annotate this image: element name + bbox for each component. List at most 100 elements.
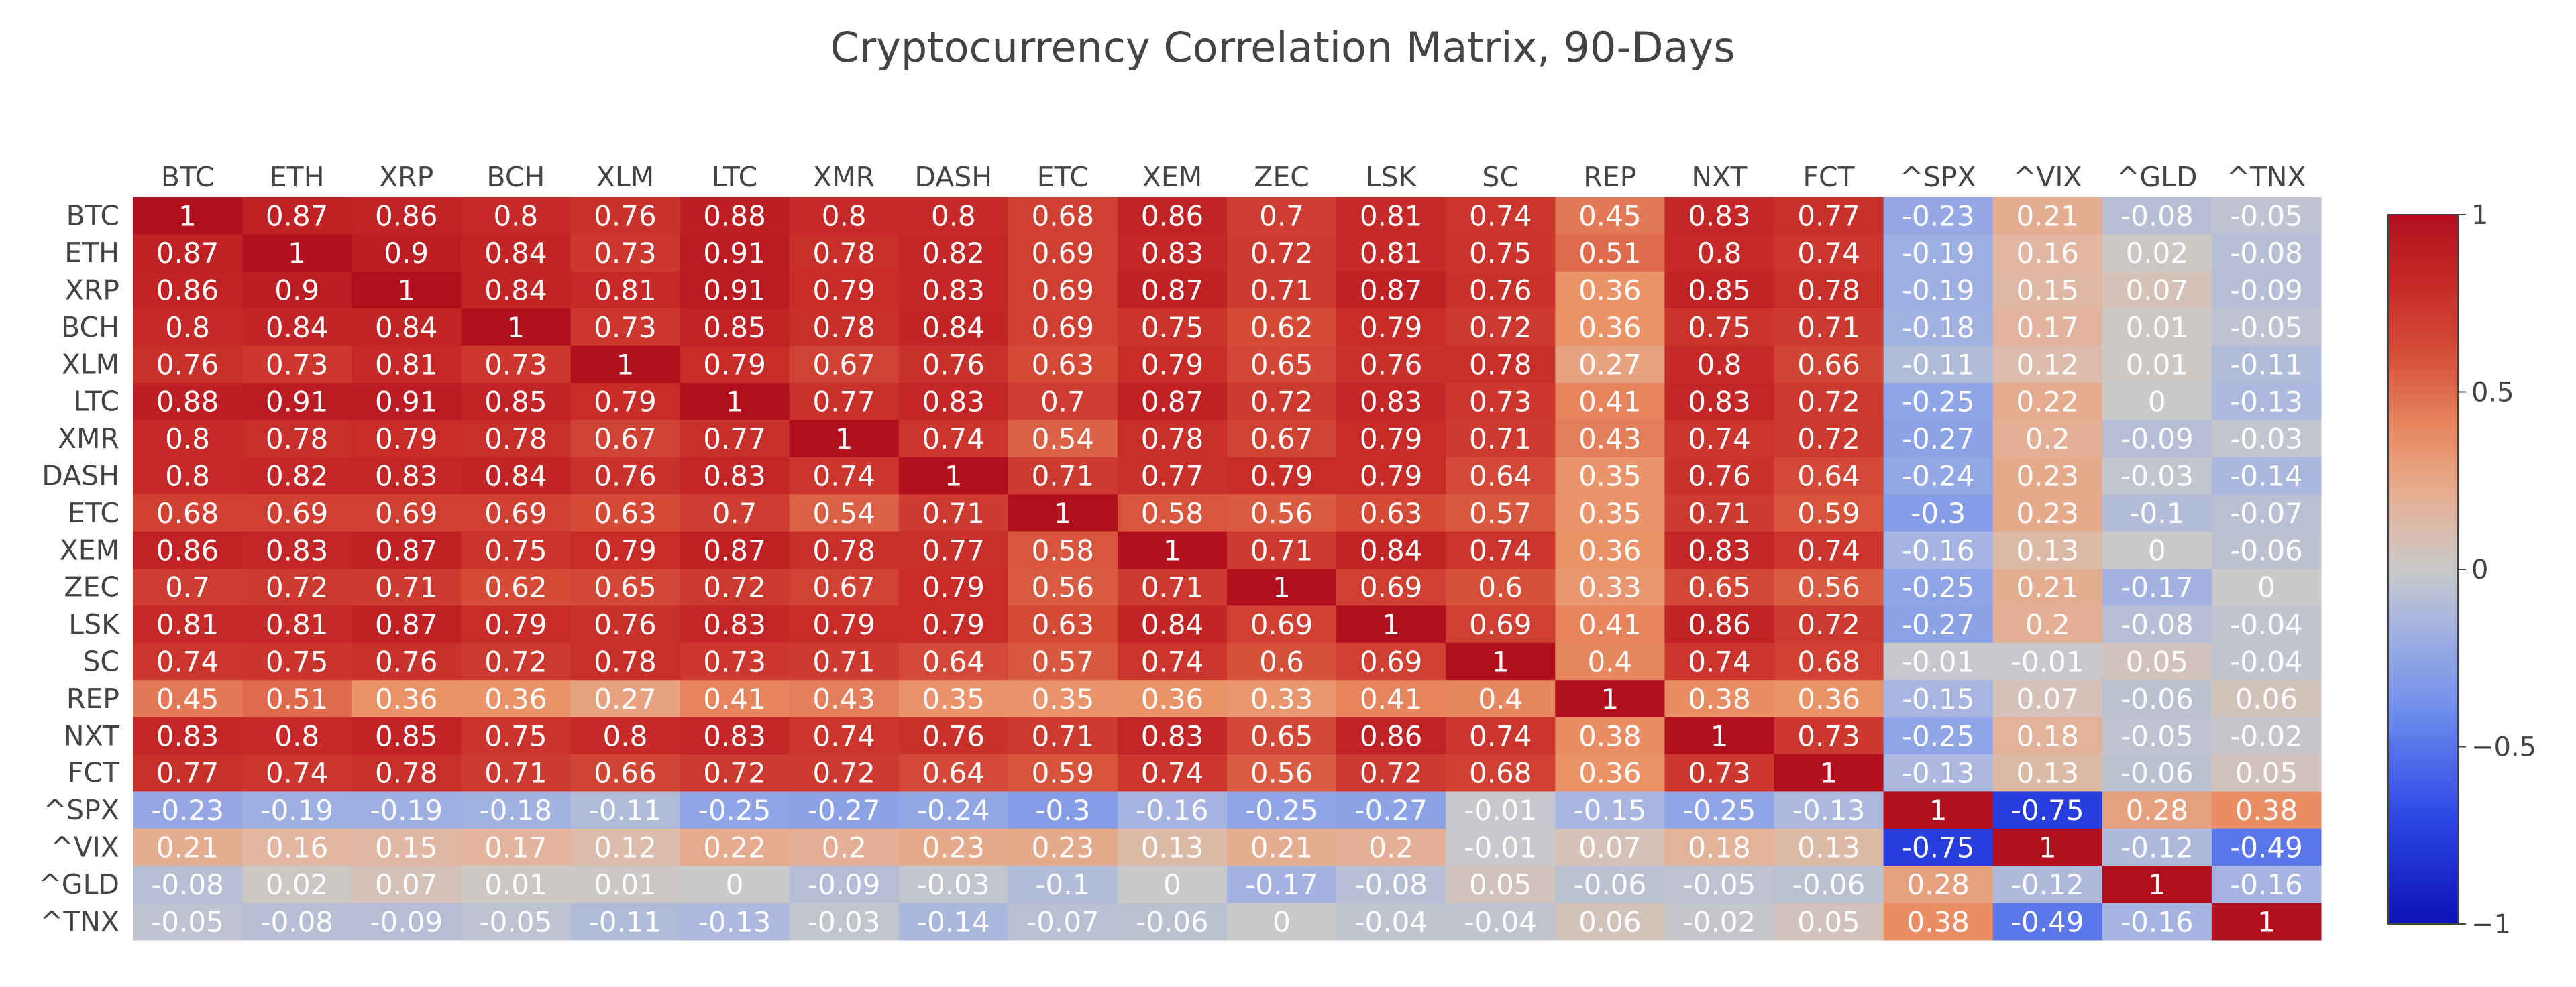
cell-value-label: 0.88 [156, 386, 219, 418]
colorbar-gradient [2387, 214, 2459, 925]
cell-value-label: 0.07 [375, 868, 438, 901]
heatmap-cell [461, 420, 571, 458]
cell-value-label: 0.45 [1578, 200, 1642, 233]
heatmap-cell [1336, 271, 1446, 309]
heatmap-cell [2102, 494, 2212, 532]
cell-value-label: 0.78 [594, 646, 657, 679]
heatmap-cell [242, 605, 352, 644]
heatmap-cell [1992, 754, 2103, 792]
heatmap-cell [898, 754, 1009, 792]
cell-value-label: 0.78 [812, 534, 875, 567]
heatmap-cell [1446, 197, 1556, 235]
heatmap-cell [1774, 791, 1884, 829]
cell-value-label: -0.11 [2230, 348, 2303, 381]
cell-value-label: 0.69 [375, 497, 438, 530]
heatmap-cell [1555, 791, 1665, 829]
heatmap-cell [1883, 383, 1994, 420]
heatmap-cell [1774, 605, 1884, 644]
heatmap-cell [2102, 457, 2212, 495]
heatmap-cell [1883, 866, 1994, 904]
heatmap-cell [461, 680, 571, 718]
heatmap-cell [570, 754, 680, 792]
heatmap-cell [461, 383, 571, 420]
cell-value-label: -0.25 [1902, 719, 1975, 752]
heatmap-cell [1992, 271, 2103, 309]
heatmap-cell [461, 531, 571, 569]
cell-value-label: 0.01 [484, 868, 547, 901]
heatmap-cell [1336, 345, 1446, 384]
cell-value-label: 0.16 [266, 831, 329, 864]
cell-value-label: 0.01 [2126, 311, 2189, 344]
cell-value-label: 0.56 [1250, 497, 1313, 530]
x-tick-label: DASH [914, 161, 992, 193]
heatmap-cell [2102, 754, 2212, 792]
heatmap-cell [1446, 383, 1556, 420]
heatmap-cell [1336, 866, 1446, 904]
heatmap-cell [1117, 234, 1228, 272]
cell-value-label: -0.04 [1464, 905, 1537, 938]
heatmap-cell [2102, 605, 2212, 644]
cell-value-label: 0.21 [1250, 831, 1313, 864]
cell-value-label: 0.86 [1141, 200, 1204, 233]
heatmap-cell [1555, 308, 1665, 347]
heatmap-cell [2211, 457, 2322, 495]
cell-value-label: 0.35 [1578, 497, 1642, 530]
cell-value-label: -0.05 [2230, 311, 2303, 344]
cell-value-label: 0.73 [594, 237, 657, 270]
y-tick-label: XLM [62, 348, 119, 380]
heatmap-cell [1008, 494, 1118, 532]
heatmap-cell [2211, 234, 2322, 272]
heatmap-cell [1664, 866, 1774, 904]
x-tick-label: XMR [813, 161, 875, 193]
heatmap-cell [242, 197, 352, 235]
cell-value-label: 0.69 [266, 497, 329, 530]
cell-value-label: 0.28 [1907, 868, 1970, 901]
heatmap-cell [1555, 383, 1665, 420]
heatmap-cell [1774, 457, 1884, 495]
cell-value-label: 1 [1929, 794, 1947, 827]
heatmap-cell [1117, 271, 1228, 309]
cell-value-label: 0.84 [266, 311, 329, 344]
cell-value-label: 0.69 [1032, 311, 1095, 344]
heatmap-cell [680, 754, 790, 792]
cell-value-label: 0.83 [1360, 386, 1423, 418]
cell-value-label: -0.13 [1792, 794, 1866, 827]
heatmap-cell [2102, 569, 2212, 606]
heatmap-cell [2102, 197, 2212, 235]
heatmap-cell [1227, 903, 1337, 941]
heatmap-cell [2211, 791, 2322, 829]
chart-title: Cryptocurrency Correlation Matrix, 90-Da… [830, 23, 1735, 72]
heatmap-cell [1992, 457, 2103, 495]
heatmap-cell [1992, 531, 2103, 569]
heatmap-cell [1992, 197, 2103, 235]
heatmap-cell [680, 791, 790, 829]
cell-value-label: 0.83 [1141, 237, 1204, 270]
heatmap-cell [1117, 680, 1228, 718]
heatmap-cell [1664, 717, 1774, 755]
x-tick-label: LSK [1366, 161, 1417, 193]
heatmap-cell [570, 717, 680, 755]
colorbar-tick-label: −0.5 [2471, 732, 2536, 763]
cell-value-label: 0.74 [1141, 646, 1204, 679]
heatmap-cell [1117, 717, 1228, 755]
heatmap-cell [1883, 680, 1994, 718]
cell-value-label: -0.13 [2230, 386, 2303, 418]
heatmap-cell [570, 903, 680, 941]
heatmap-cell [898, 531, 1009, 569]
cell-value-label: 0.87 [703, 534, 766, 567]
cell-value-label: 0.06 [2235, 683, 2298, 715]
heatmap-cell [1008, 383, 1118, 420]
cell-value-label: 0.75 [1688, 311, 1751, 344]
cell-value-label: -0.06 [1792, 868, 1866, 901]
heatmap-cell [1883, 791, 1994, 829]
heatmap-cell [1664, 791, 1774, 829]
heatmap-cell [352, 234, 462, 272]
cell-value-label: 0.64 [1469, 460, 1532, 493]
cell-value-label: 0.84 [484, 460, 547, 493]
cell-value-label: 0.71 [1797, 311, 1860, 344]
heatmap-cell [1446, 828, 1556, 866]
heatmap-cell [1446, 569, 1556, 606]
heatmap-cell [1227, 642, 1337, 681]
cell-value-label: -0.23 [1902, 200, 1975, 233]
heatmap-cell [570, 531, 680, 569]
